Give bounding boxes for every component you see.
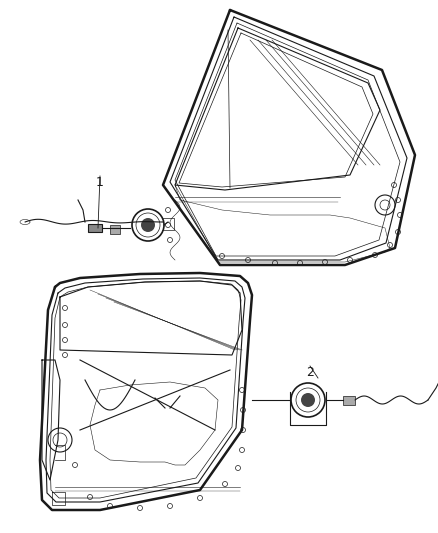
Bar <box>88 224 102 232</box>
Bar <box>110 225 120 234</box>
Text: 1: 1 <box>96 175 104 189</box>
Circle shape <box>141 218 155 232</box>
Bar <box>343 396 355 405</box>
Circle shape <box>301 393 315 407</box>
Text: 2: 2 <box>306 366 314 378</box>
